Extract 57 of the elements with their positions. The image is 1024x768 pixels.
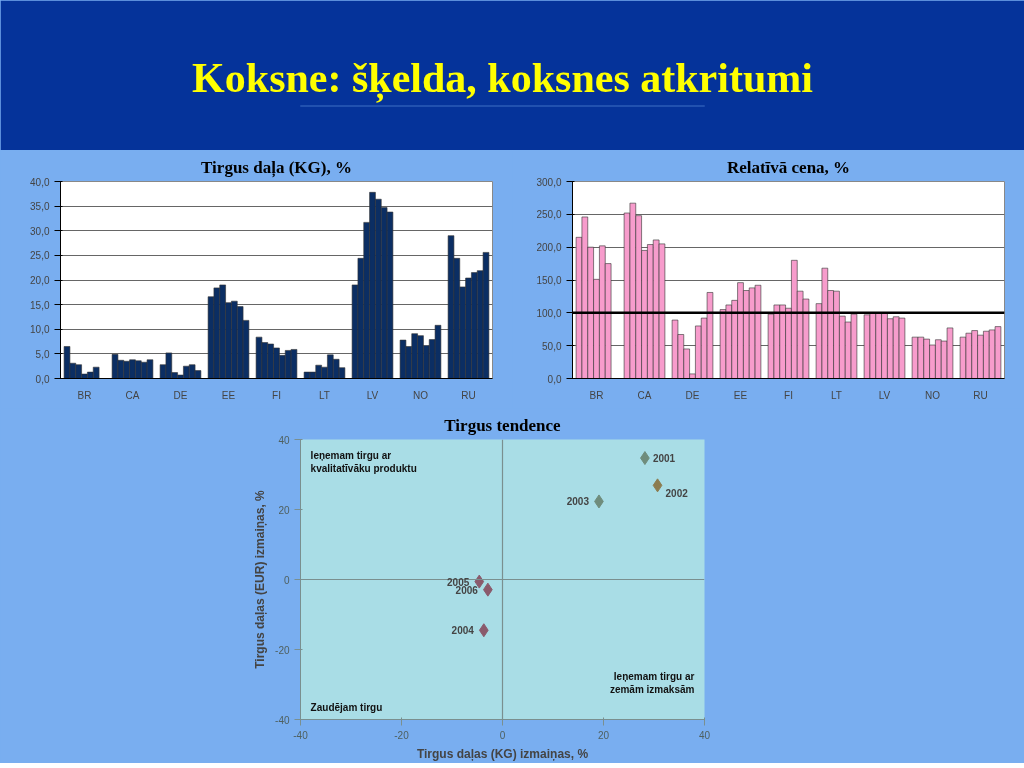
y-tick-label: 250,0 (536, 209, 562, 221)
y-tick-label: 40,0 (30, 176, 50, 188)
x-tick-label: 0 (499, 729, 506, 741)
chart-title: Tirgus tendence (444, 415, 562, 435)
x-tick-label: -20 (394, 729, 410, 741)
annotation: 2002 (665, 488, 689, 500)
annotation: Zaudējam tirgu (310, 701, 383, 713)
x-tick-label: 20 (597, 729, 610, 741)
y-tick-label: 200,0 (536, 242, 562, 254)
text: Koksne: šķelda, koksnes atkritumi (192, 54, 814, 103)
x-tick-label: LT (319, 389, 330, 401)
y-tick-label: 40 (278, 434, 290, 446)
x-tick-label: BR (589, 389, 604, 401)
x-tick-label: CA (637, 389, 652, 401)
x-tick-label: RU (461, 389, 476, 401)
y-tick-label: 50,0 (542, 340, 562, 352)
annotation: 2004 (451, 625, 475, 637)
x-tick-label: LV (878, 389, 891, 401)
y-tick-label: 0 (283, 574, 290, 586)
y-tick-label: 10,0 (30, 324, 50, 336)
y-tick-label: 25,0 (30, 250, 50, 262)
x-tick-label: BR (77, 389, 92, 401)
y-tick-label: 0,0 (547, 373, 562, 385)
y-tick-label: -40 (275, 714, 290, 726)
y-tick-label: 20,0 (30, 275, 50, 286)
y-tick-label: 0,0 (35, 373, 50, 385)
y-tick-label: -20 (275, 644, 290, 656)
chart-title: Relatīvā cena, % (726, 157, 851, 177)
y-tick-label: 300,0 (536, 176, 562, 188)
x-tick-label: LT (831, 389, 842, 401)
x-tick-label: -40 (293, 729, 309, 741)
y-tick-label: 20 (278, 504, 290, 516)
x-tick-label: EE (733, 389, 748, 401)
x-tick-label: 40 (698, 729, 711, 741)
y-tick-label: 150,0 (536, 275, 562, 286)
y-tick-label: 15,0 (30, 299, 50, 311)
x-axis-title: Tirgus daļas (KG) izmaiņas, % (416, 746, 589, 761)
y-tick-label: 30,0 (30, 225, 50, 237)
annotation: Ieņemam tirgu ar zemām izmaksām (609, 670, 695, 695)
annotation: 2001 (652, 453, 676, 465)
x-tick-label: FI (784, 389, 793, 401)
x-tick-label: RU (973, 389, 988, 401)
x-tick-label: DE (685, 389, 700, 401)
y-tick-label: 5,0 (35, 348, 50, 360)
y-tick-label: 35,0 (30, 201, 50, 213)
x-tick-label: DE (173, 389, 188, 401)
annotation: Ieņemam tirgu ar kvalitatīvāku produktu (310, 450, 417, 475)
annotation: 2003 (566, 496, 590, 508)
x-tick-label: FI (272, 389, 281, 401)
x-tick-label: NO (413, 389, 429, 401)
x-tick-label: CA (125, 389, 140, 401)
x-tick-label: LV (366, 389, 379, 401)
y-tick-label: 100,0 (536, 307, 562, 319)
chart-title: Tirgus daļa (KG), % (201, 157, 352, 178)
x-tick-label: EE (221, 389, 236, 401)
x-tick-label: NO (925, 389, 941, 401)
y-axis-title: Tirgus daļas (EUR) izmaiņas, % (253, 489, 268, 669)
